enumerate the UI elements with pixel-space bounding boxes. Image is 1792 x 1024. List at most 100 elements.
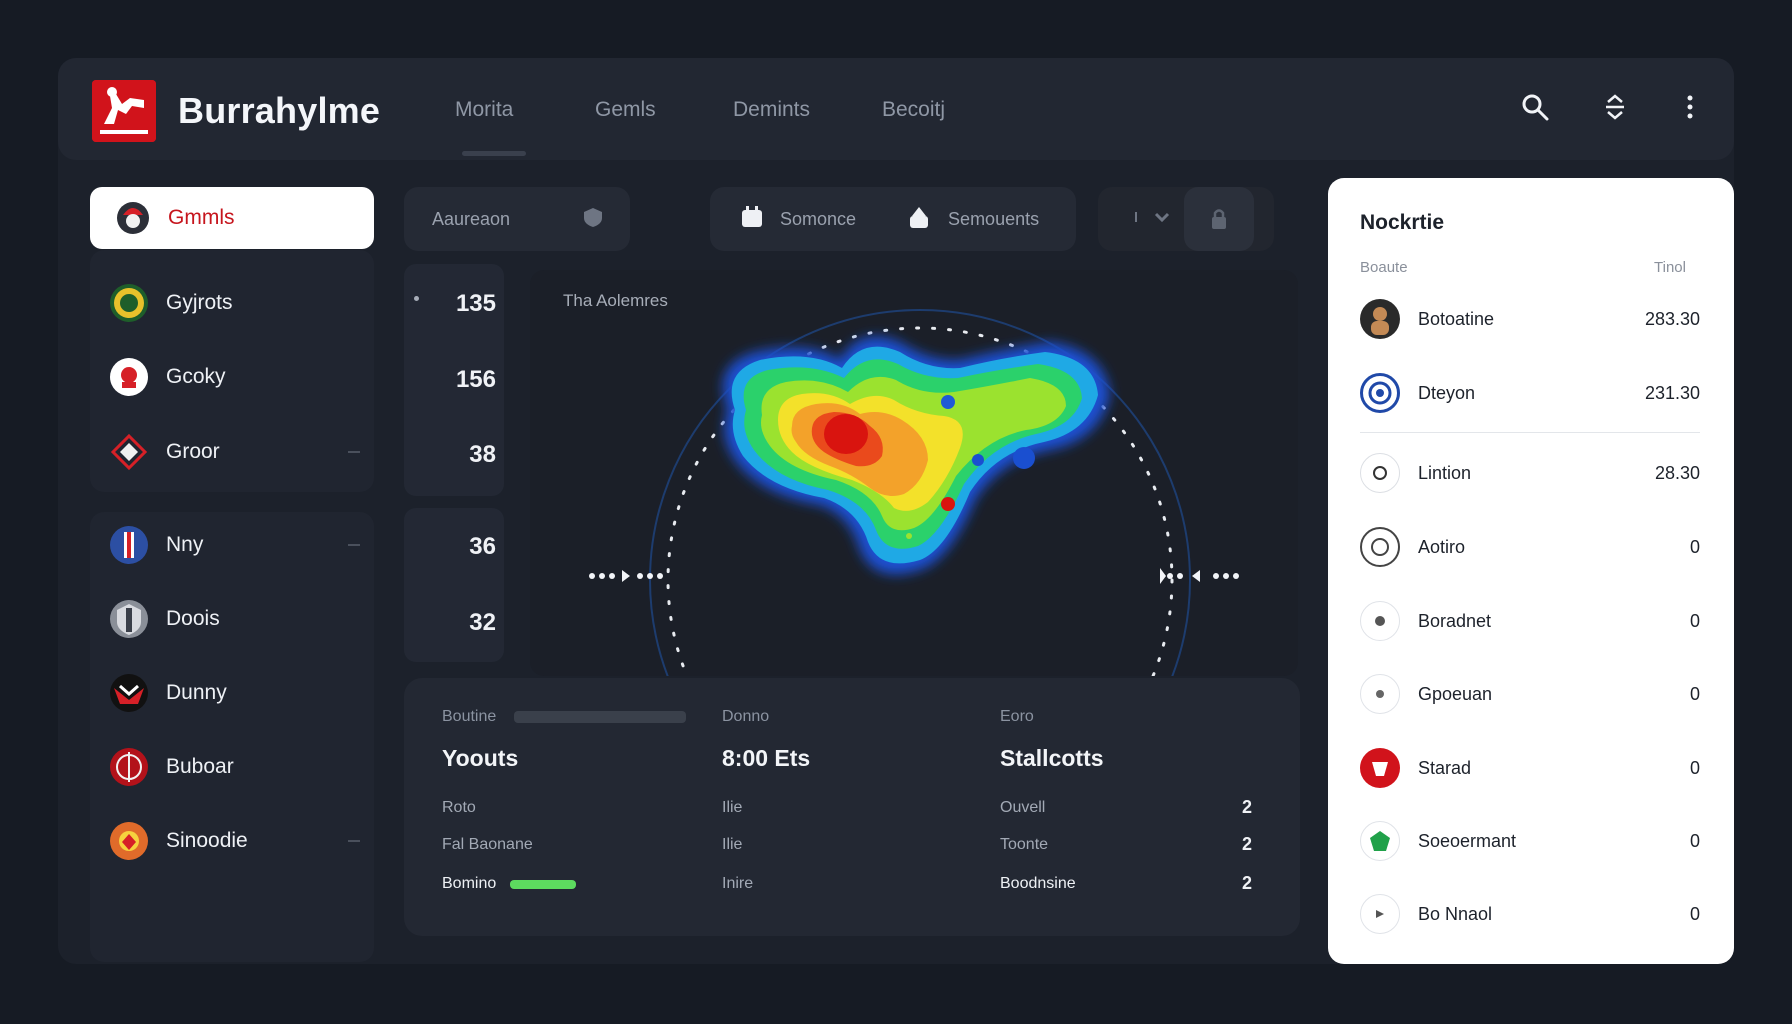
sidebar-item-gyjrots[interactable]: Gyjrots: [110, 280, 360, 326]
club-badge-icon: [110, 674, 148, 712]
nav-tab-gemls[interactable]: Gemls: [595, 98, 656, 121]
collapse-dash: [348, 451, 360, 453]
ranking-col-right: Tinol: [1654, 259, 1686, 276]
stat-title: 8:00 Ets: [722, 745, 811, 771]
stat-row-label: Ouvell: [1000, 799, 1046, 816]
club-badge-icon: [114, 199, 152, 237]
filter-chip-label[interactable]: Somonce: [780, 208, 857, 229]
ranking-name: Dteyon: [1418, 382, 1476, 403]
stat-value: 36: [469, 533, 496, 560]
stat-row-label: Roto: [442, 799, 476, 816]
nav-tab-demints[interactable]: Demints: [733, 98, 811, 121]
stat-row-label: Toonte: [1000, 836, 1049, 853]
ranking-name: Aotiro: [1418, 536, 1466, 557]
stat-heading: Donno: [722, 708, 770, 725]
stat-value: 32: [469, 609, 496, 636]
season-dropdown-label: Aaureaon: [432, 208, 511, 229]
calendar-icon[interactable]: [740, 205, 764, 234]
ranking-name: Starad: [1418, 757, 1472, 778]
stat-row-label: Fal Baonane: [442, 836, 533, 853]
ranking-col-left: Boaute: [1360, 259, 1408, 276]
ranking-row[interactable]: Botoatine 283.30: [1360, 296, 1700, 342]
ranking-name: Bo Nnaol: [1418, 903, 1493, 924]
filter-chip-group: Somonce Semouents: [710, 187, 1076, 251]
ranking-row[interactable]: Lintion 28.30: [1360, 450, 1700, 496]
progress-fill: [510, 880, 577, 889]
stat-row-label: Ilie: [722, 836, 743, 853]
club-badge-icon: [110, 822, 148, 860]
more-options-icon[interactable]: [1675, 92, 1705, 122]
app-title: Burrahylme: [178, 90, 381, 131]
avatar-icon: [1360, 527, 1400, 567]
ranking-name: Boradnet: [1418, 610, 1492, 631]
heatmap-graphic: [589, 309, 1239, 676]
sidebar-item-doois[interactable]: Doois: [110, 596, 360, 642]
ranking-row[interactable]: Bo Nnaol 0: [1360, 891, 1700, 937]
club-badge-icon: [110, 526, 148, 564]
collapse-dash: [348, 840, 360, 842]
sidebar-item-groor[interactable]: Groor: [110, 429, 360, 475]
header-bar: [514, 711, 686, 723]
sidebar-item-label: Nny: [166, 533, 204, 556]
sort-icon[interactable]: [1600, 92, 1630, 122]
stat-heading: Boutine: [442, 708, 497, 725]
bullet-dot: [414, 296, 419, 301]
shield-icon: [582, 206, 604, 233]
heatmap-label: Tha Aolemres: [563, 291, 668, 310]
ranking-value: 28.30: [1654, 462, 1700, 483]
stat-value: 156: [455, 366, 496, 393]
stat-heading: Eoro: [1000, 708, 1034, 725]
sidebar-item-buboar[interactable]: Buboar: [110, 744, 360, 790]
club-badge-icon: [110, 600, 148, 638]
ranking-name: Soeoermant: [1418, 830, 1517, 851]
ranking-row[interactable]: Starad 0: [1360, 745, 1700, 791]
ranking-row[interactable]: Boradnet 0: [1360, 598, 1700, 644]
sidebar-item-label: Buboar: [166, 755, 234, 778]
nav-active-indicator: [462, 151, 526, 156]
stat-card-top: [404, 264, 504, 496]
nav-tab-morita[interactable]: Morita: [455, 98, 514, 121]
search-icon[interactable]: [1520, 92, 1550, 122]
stat-row-value: 2: [1241, 873, 1252, 893]
app-logo[interactable]: [92, 80, 156, 142]
ranking-name: Botoatine: [1418, 308, 1495, 329]
avatar-icon: [1360, 674, 1400, 714]
top-bar: [58, 58, 1734, 160]
lock-toggle-icon[interactable]: [1184, 187, 1254, 251]
sidebar-item-label: Dunny: [166, 681, 227, 704]
ranking-row[interactable]: Dteyon 231.30: [1360, 370, 1700, 416]
ranking-value: 0: [1689, 536, 1700, 557]
ranking-value: 231.30: [1644, 382, 1700, 403]
lock-icon[interactable]: [906, 204, 932, 235]
season-dropdown[interactable]: Aaureaon: [404, 187, 630, 251]
avatar-icon: [1360, 299, 1400, 339]
progress-bar: [510, 880, 602, 889]
filter-chip-label[interactable]: Semouents: [948, 208, 1040, 229]
avatar-icon: [1360, 373, 1400, 413]
ranking-row[interactable]: Aotiro 0: [1360, 524, 1700, 570]
ranking-value: 0: [1689, 830, 1700, 851]
nav-tab-becoitj[interactable]: Becoitj: [882, 98, 946, 121]
arrow-icon[interactable]: [1134, 210, 1170, 229]
stat-title: Yoouts: [442, 745, 519, 771]
collapse-dash: [348, 544, 360, 546]
heatmap-panel: [530, 270, 1298, 676]
sidebar-item-label: Groor: [166, 440, 220, 463]
ranking-row[interactable]: Soeoermant 0: [1360, 818, 1700, 864]
sidebar-item-label: Sinoodie: [166, 829, 248, 852]
ranking-row[interactable]: Gpoeuan 0: [1360, 671, 1700, 717]
avatar-icon: [1360, 821, 1400, 861]
stat-row-label: Ilie: [722, 799, 743, 816]
sidebar-item-sinoodie[interactable]: Sinoodie: [110, 818, 360, 864]
stat-row-label: Boodnsine: [1000, 875, 1076, 892]
sidebar-item-dunny[interactable]: Dunny: [110, 670, 360, 716]
ranking-value: 0: [1689, 683, 1700, 704]
sidebar-item-nny[interactable]: Nny: [110, 522, 360, 568]
sidebar-item-gcoky[interactable]: Gcoky: [110, 354, 360, 400]
ranking-title: Nockrtie: [1360, 211, 1445, 234]
sidebar-item-active[interactable]: Gmmls: [90, 187, 374, 249]
ranking-name: Gpoeuan: [1418, 683, 1493, 704]
stat-row-label: Bomino: [442, 875, 497, 892]
view-toggle: [1098, 187, 1274, 251]
avatar-icon: [1360, 748, 1400, 788]
